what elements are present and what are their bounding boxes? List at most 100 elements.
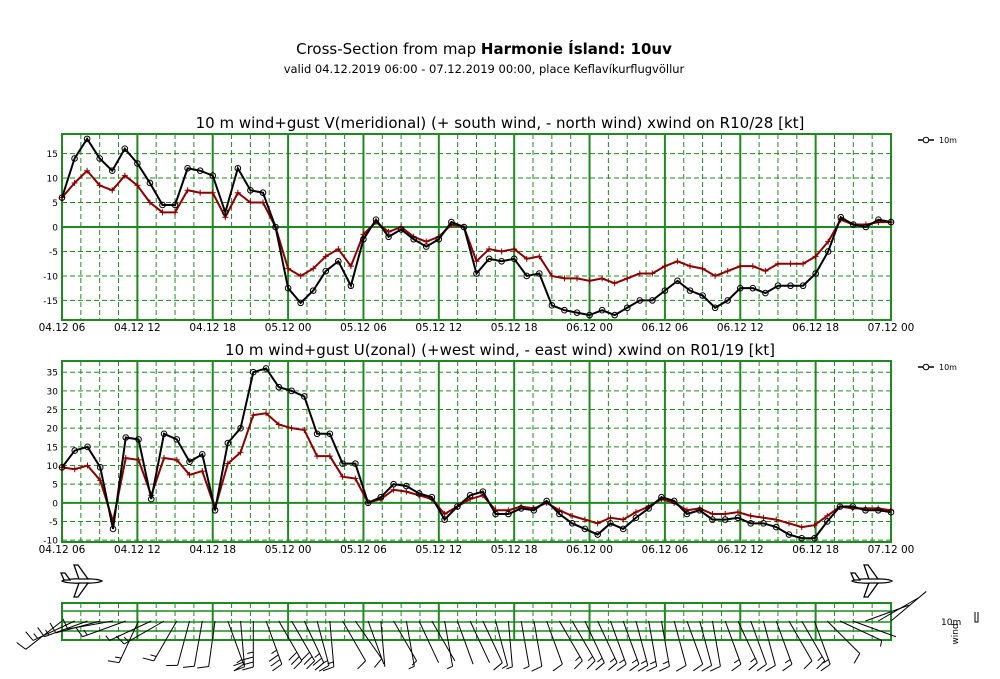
y-tick-label: 15 [47,150,58,160]
series-gust [58,135,895,319]
data-point [649,270,656,277]
data-point [699,265,706,272]
data-point [747,512,754,519]
data-point [171,201,179,209]
data-point [364,499,372,507]
barb-staff [67,620,114,630]
data-point [598,306,606,314]
data-point [517,505,525,512]
y-tick-label: 5 [52,199,58,209]
data-point [415,490,423,497]
y-tick-label: 5 [52,481,58,491]
wind-barb [775,620,793,672]
barb-half-feather [314,653,320,658]
barb-staff [393,620,418,662]
barb-half-feather [236,659,243,664]
data-point [186,458,193,466]
x-tick-label: 05.12 18 [491,322,538,334]
data-point [71,179,78,186]
data-point [58,194,66,201]
data-point [234,164,242,172]
data-point [96,155,103,162]
barb-feather [272,663,283,672]
barb-feather [709,665,721,672]
barb-staff [660,620,670,667]
data-point [196,167,204,175]
y-tick-label: 20 [47,425,59,435]
barb-staff [405,620,415,667]
legend-marker [922,363,930,371]
barb-half-feather [115,656,122,659]
y-tick-label: 15 [47,443,58,453]
data-point [760,514,767,521]
wind-barb [197,620,216,669]
data-point [377,493,385,501]
barb-staff [520,620,530,667]
data-point [674,258,681,265]
barb-staff [699,620,713,666]
data-point [108,167,116,175]
barb-staff [507,620,513,667]
barb-feather [608,662,618,671]
data-point [573,275,580,282]
barb-feather [701,665,712,672]
barb-staff [456,620,474,665]
data-point [352,475,359,482]
data-point [186,471,193,478]
barb-half-feather [662,660,669,665]
data-point [887,508,895,516]
barb-staff [153,620,178,662]
data-point [683,510,691,518]
wind-barb [278,620,303,670]
data-point [724,268,731,275]
barb-feather [288,651,298,661]
data-point [556,510,563,518]
barb-half-feather [823,659,829,664]
barb-feather [16,642,27,650]
zonal-wind-chart: 10 m wind+gust U(zonal) (+west wind, - e… [39,341,958,556]
data-point [301,427,308,434]
wind-barb [699,620,713,672]
data-point [699,292,706,299]
data-point [441,511,448,518]
barb-feather [197,666,209,669]
wind-barb [520,620,530,670]
barb-staff [673,620,687,666]
wind-barb [622,620,640,672]
data-point [422,243,430,250]
data-point [887,218,895,226]
wind-barb-chart: 10m wind [16,591,979,672]
barb-staff [737,620,758,663]
barb-half-feather [587,656,594,662]
barb-feather [301,651,310,661]
data-point [172,209,179,216]
data-point [184,164,191,172]
data-point [272,223,279,231]
barb-staff [826,620,861,654]
data-point [825,238,832,245]
data-point [390,480,397,488]
x-tick-label: 05.12 12 [415,322,462,334]
chart-title-meridional: 10 m wind+gust V(meridional) (+ south wi… [196,114,805,132]
data-point [173,456,180,463]
data-point [160,430,168,438]
wind-barb [107,620,139,664]
wind-barb [469,620,491,663]
barb-staff [495,620,509,666]
barb-feather [142,657,154,662]
barb-feather [637,665,649,672]
y-tick-label: -10 [43,537,58,547]
data-point [135,456,142,463]
data-point [561,275,568,282]
data-point [649,297,656,304]
data-point [262,365,270,372]
data-point [722,511,729,518]
x-tick-label: 06.12 12 [717,544,764,556]
barb-staff [123,620,165,645]
x-tick-label: 04.12 18 [189,544,236,556]
barb-staff [724,620,742,665]
barb-staff [354,620,383,659]
data-point [173,436,181,443]
wind-barb [495,620,509,669]
data-point [198,450,206,458]
